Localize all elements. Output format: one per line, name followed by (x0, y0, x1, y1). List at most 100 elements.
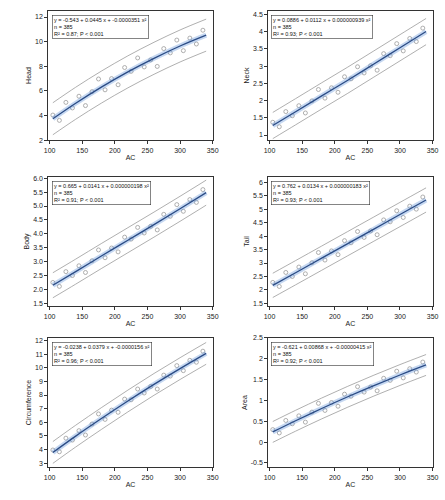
svg-text:AC: AC (346, 481, 356, 488)
svg-text:300: 300 (394, 474, 406, 481)
svg-text:Neck: Neck (243, 67, 250, 83)
svg-text:2.5: 2.5 (253, 273, 263, 280)
svg-text:100: 100 (264, 147, 276, 154)
svg-text:AC: AC (126, 481, 136, 488)
svg-text:150: 150 (296, 313, 308, 320)
svg-text:1.5: 1.5 (253, 114, 263, 121)
svg-text:Head: Head (25, 67, 32, 84)
svg-text:y = -0.543 + 0.0445 x + -0.000: y = -0.543 + 0.0445 x + -0.0000351 x²n =… (54, 17, 146, 37)
svg-text:3.0: 3.0 (33, 258, 43, 265)
svg-text:1.5: 1.5 (253, 300, 263, 307)
svg-text:200: 200 (329, 313, 341, 320)
svg-text:2: 2 (39, 137, 43, 144)
svg-text:250: 250 (142, 147, 154, 154)
svg-text:350: 350 (427, 147, 439, 154)
svg-text:1: 1 (259, 397, 263, 404)
svg-text:11: 11 (36, 351, 43, 358)
svg-text:200: 200 (109, 313, 121, 320)
svg-text:4: 4 (259, 233, 263, 240)
svg-text:350: 350 (207, 474, 219, 481)
svg-text:8: 8 (39, 63, 43, 70)
svg-text:150: 150 (76, 313, 88, 320)
svg-text:y = -0.621 + 0.00868 x + -0.00: y = -0.621 + 0.00868 x + -0.00000415 x²n… (273, 344, 371, 364)
svg-text:1.5: 1.5 (253, 376, 263, 383)
svg-text:5.5: 5.5 (33, 189, 43, 196)
svg-text:3.5: 3.5 (253, 45, 263, 52)
svg-text:3: 3 (259, 259, 263, 266)
svg-text:350: 350 (207, 313, 219, 320)
svg-text:4.5: 4.5 (33, 216, 43, 223)
svg-text:2.5: 2.5 (253, 80, 263, 87)
svg-text:6: 6 (259, 179, 263, 186)
svg-text:350: 350 (427, 313, 439, 320)
svg-text:3: 3 (259, 63, 263, 70)
svg-text:y = 0.665 + 0.0141 x + 0.00000: y = 0.665 + 0.0141 x + 0.000000198 x²n =… (54, 183, 149, 203)
svg-text:1.5: 1.5 (33, 300, 43, 307)
svg-text:300: 300 (174, 147, 186, 154)
svg-text:6: 6 (39, 419, 43, 426)
svg-text:200: 200 (109, 474, 121, 481)
svg-text:150: 150 (76, 147, 88, 154)
svg-text:y = 0.0886 + 0.0112 x + 0.0000: y = 0.0886 + 0.0112 x + 0.000000939 x²n … (273, 17, 370, 37)
svg-text:100: 100 (44, 147, 56, 154)
svg-text:AC: AC (346, 154, 356, 161)
svg-text:4.5: 4.5 (253, 219, 263, 226)
svg-text:4: 4 (39, 112, 43, 119)
svg-text:200: 200 (109, 147, 121, 154)
svg-text:4: 4 (39, 446, 43, 453)
svg-text:300: 300 (174, 474, 186, 481)
svg-text:0.5: 0.5 (253, 418, 263, 425)
svg-text:2.5: 2.5 (253, 334, 263, 341)
svg-text:1: 1 (259, 131, 263, 138)
svg-text:5.5: 5.5 (253, 192, 263, 199)
svg-text:100: 100 (264, 313, 276, 320)
svg-text:250: 250 (362, 147, 374, 154)
svg-text:300: 300 (394, 147, 406, 154)
svg-text:6: 6 (39, 87, 43, 94)
svg-text:250: 250 (362, 474, 374, 481)
svg-text:-0.5: -0.5 (251, 459, 263, 466)
svg-text:350: 350 (427, 474, 439, 481)
svg-text:100: 100 (44, 474, 56, 481)
svg-text:7: 7 (39, 405, 43, 412)
svg-text:250: 250 (142, 313, 154, 320)
svg-text:2: 2 (259, 355, 263, 362)
svg-text:100: 100 (44, 313, 56, 320)
svg-text:4.5: 4.5 (253, 11, 263, 18)
svg-text:100: 100 (264, 474, 276, 481)
svg-text:5: 5 (259, 206, 263, 213)
svg-text:250: 250 (362, 313, 374, 320)
svg-text:12: 12 (35, 13, 43, 20)
svg-text:150: 150 (296, 474, 308, 481)
svg-text:200: 200 (329, 147, 341, 154)
svg-text:AC: AC (126, 154, 136, 161)
svg-text:10: 10 (35, 364, 43, 371)
svg-text:350: 350 (207, 147, 219, 154)
svg-text:5: 5 (39, 432, 43, 439)
svg-text:AC: AC (346, 320, 356, 327)
svg-text:2.5: 2.5 (33, 272, 43, 279)
svg-text:150: 150 (296, 147, 308, 154)
svg-text:300: 300 (174, 313, 186, 320)
svg-text:150: 150 (76, 474, 88, 481)
svg-text:0: 0 (259, 439, 263, 446)
svg-text:200: 200 (329, 474, 341, 481)
svg-text:Tail: Tail (243, 236, 250, 247)
svg-text:y = 0.762 + 0.0134 x + 0.00000: y = 0.762 + 0.0134 x + 0.000000183 x²n =… (273, 183, 368, 203)
svg-text:5.0: 5.0 (33, 202, 43, 209)
svg-text:Circumference: Circumference (25, 380, 32, 426)
svg-text:2: 2 (259, 97, 263, 104)
svg-text:4: 4 (259, 28, 263, 35)
svg-text:Area: Area (241, 395, 248, 410)
svg-text:2: 2 (259, 286, 263, 293)
svg-text:8: 8 (39, 391, 43, 398)
svg-text:y = -0.0238 + 0.0379 x + -0.00: y = -0.0238 + 0.0379 x + -0.0000156 x²n … (54, 344, 149, 364)
svg-text:3: 3 (39, 460, 43, 467)
svg-text:9: 9 (39, 378, 43, 385)
svg-text:250: 250 (142, 474, 154, 481)
svg-text:3.5: 3.5 (253, 246, 263, 253)
svg-text:3.5: 3.5 (33, 244, 43, 251)
svg-text:300: 300 (394, 313, 406, 320)
svg-text:12: 12 (35, 337, 43, 344)
svg-text:Body: Body (23, 233, 31, 249)
